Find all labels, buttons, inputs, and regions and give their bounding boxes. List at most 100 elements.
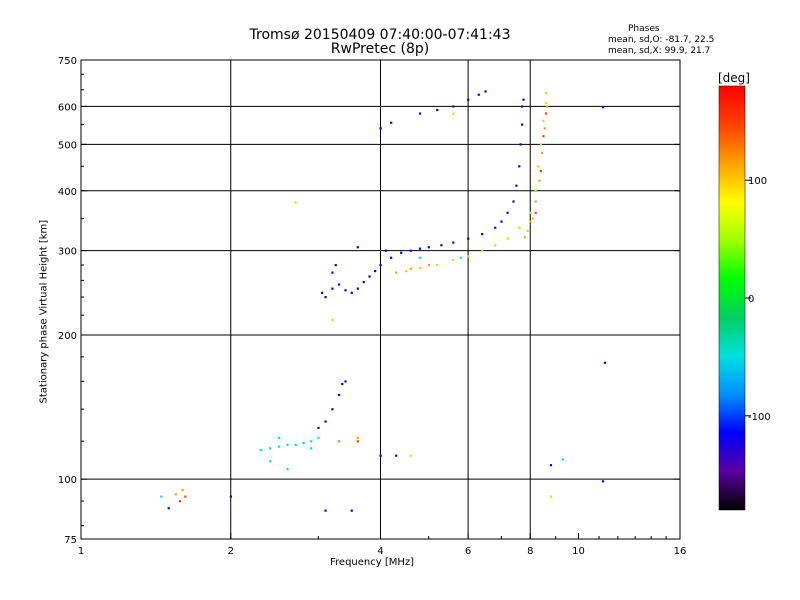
y-tick-label: 400 (58, 187, 77, 198)
data-point (320, 291, 324, 294)
phases-x-mode: mean, sd,X: 99.9, 21.7 (608, 46, 711, 56)
data-point (477, 93, 480, 96)
data-point (395, 454, 398, 457)
data-point (174, 493, 177, 496)
data-point (331, 318, 334, 322)
data-point (542, 135, 545, 138)
data-point (481, 249, 484, 252)
data-point (390, 256, 393, 259)
data-point (395, 271, 398, 274)
data-point (362, 280, 365, 284)
data-point (459, 256, 462, 259)
data-point (494, 244, 497, 247)
y-axis-label: Stationary phase Virtual Height [km] (38, 219, 50, 404)
y-tick-label: 200 (58, 331, 77, 342)
data-point (341, 382, 344, 386)
scatter-points (160, 90, 607, 512)
data-point (368, 275, 371, 278)
data-point (534, 211, 537, 214)
colorbar-ticks: 100 0 -100 (745, 176, 771, 423)
data-point (400, 251, 403, 254)
data-point (229, 495, 232, 498)
data-point (427, 263, 430, 267)
data-point (452, 105, 455, 108)
data-point (601, 480, 605, 483)
y-tick-label: 500 (58, 140, 77, 151)
data-point (518, 165, 521, 168)
data-point (537, 165, 540, 168)
data-point (519, 143, 522, 146)
data-point (561, 458, 564, 461)
data-point (418, 256, 422, 259)
x-tick-label: 10 (572, 546, 585, 557)
data-point (379, 263, 382, 267)
y-tick-label: 100 (58, 475, 77, 486)
data-point (310, 447, 313, 450)
data-point (324, 296, 327, 299)
data-point (531, 217, 535, 220)
chart-subtitle: RwPretec (8p) (330, 41, 430, 57)
data-point (409, 267, 412, 270)
data-point (350, 291, 353, 294)
data-point (546, 105, 549, 108)
data-point (294, 443, 297, 446)
x-tick-label: 6 (465, 546, 471, 557)
data-point (481, 232, 484, 236)
data-point (324, 420, 327, 423)
data-point (518, 226, 521, 229)
data-point (523, 236, 526, 239)
data-point (286, 443, 289, 446)
data-point (544, 112, 548, 115)
data-point (374, 269, 377, 273)
data-point (277, 445, 281, 448)
data-point (452, 112, 455, 115)
data-point (440, 244, 443, 247)
data-point (404, 269, 408, 273)
data-point (331, 271, 334, 274)
data-point (467, 98, 470, 101)
data-point (356, 246, 359, 249)
y-tick-label: 75 (64, 535, 77, 546)
data-point (167, 507, 170, 510)
data-point (356, 440, 359, 443)
data-point (538, 179, 541, 182)
data-point (529, 220, 532, 223)
data-point (160, 495, 163, 498)
data-point (356, 287, 359, 290)
data-point (379, 454, 382, 457)
data-point (344, 380, 347, 383)
data-point (418, 112, 422, 115)
x-axis-label: Frequency [MHz] (330, 557, 415, 568)
y-tick-label: 750 (58, 56, 77, 67)
data-point (549, 464, 553, 467)
data-point (324, 509, 327, 512)
data-point (334, 263, 337, 267)
x-tick-label: 16 (674, 546, 687, 557)
data-point (544, 101, 548, 105)
data-point (337, 283, 341, 286)
data-point (286, 468, 289, 471)
data-point (484, 90, 487, 93)
colorbar-tick-label: 100 (748, 176, 767, 187)
data-point (512, 200, 515, 203)
data-point (317, 436, 320, 439)
data-point (317, 426, 320, 430)
data-point (277, 436, 281, 439)
data-point (269, 447, 272, 450)
data-point (520, 105, 524, 108)
data-point (302, 441, 305, 445)
data-point (436, 263, 439, 267)
data-point (601, 106, 605, 109)
data-point (427, 246, 430, 249)
data-point (539, 169, 542, 173)
data-point (506, 237, 509, 240)
data-point (409, 249, 412, 252)
data-point (534, 189, 537, 192)
data-point (526, 229, 529, 232)
phases-heading: Phases (628, 24, 660, 34)
data-point (529, 211, 532, 214)
data-point (409, 454, 412, 457)
data-point (384, 249, 388, 252)
x-axis-ticks: 1 2 4 6 8 10 16 (78, 533, 687, 557)
